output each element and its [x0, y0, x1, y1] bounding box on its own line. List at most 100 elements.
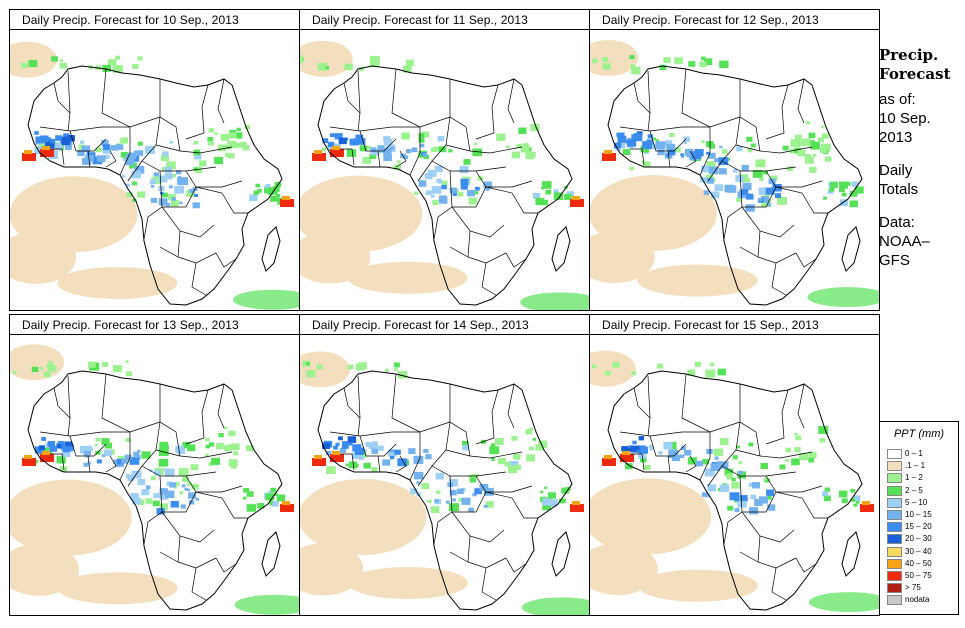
country-border: [630, 453, 645, 471]
precip-cell: [452, 498, 456, 502]
country-border: [143, 206, 163, 240]
precip-cell: [263, 188, 271, 194]
precip-cell: [819, 147, 828, 154]
precip-cell: [430, 194, 435, 198]
precip-cell: [434, 146, 441, 152]
country-border: [797, 383, 805, 429]
precip-cell: [164, 468, 175, 477]
precip-cell: [572, 196, 580, 200]
madagascar-outline: [841, 531, 861, 577]
precip-cell: [758, 187, 768, 195]
precip-cell: [460, 183, 468, 190]
precip-cell: [785, 459, 789, 462]
precip-cell: [449, 489, 457, 496]
precip-cell: [43, 371, 51, 378]
country-border: [159, 79, 181, 152]
precip-cell: [207, 140, 214, 146]
country-border: [449, 551, 469, 563]
forecast-panel-4: Daily Precip. Forecast for 13 Sep., 2013: [9, 314, 300, 616]
country-border: [505, 252, 527, 268]
precip-cell: [496, 133, 506, 141]
precip-cell: [338, 436, 343, 441]
precip-cell: [122, 155, 130, 161]
precip-cell: [821, 125, 825, 129]
precip-cell: [489, 446, 500, 455]
precip-cell: [627, 445, 633, 450]
precip-cell: [371, 448, 378, 454]
precip-cell: [218, 432, 224, 438]
precip-cell: [763, 193, 770, 199]
precip-cell: [133, 451, 140, 457]
precip-cell: [228, 132, 237, 139]
precip-cell: [182, 441, 191, 449]
precip-cell: [462, 444, 470, 451]
precip-cell: [352, 452, 361, 460]
heading-line-2: Forecast: [879, 65, 951, 83]
precip-cell: [349, 138, 359, 146]
rain-patches: [591, 361, 874, 515]
precip-cell: [636, 445, 646, 453]
precip-cell: [706, 151, 710, 155]
precip-cell: [540, 490, 544, 494]
precip-cell: [108, 59, 117, 66]
panel-title: Daily Precip. Forecast for 14 Sep., 2013: [300, 315, 589, 335]
country-border: [759, 146, 813, 154]
precip-cell: [535, 444, 544, 451]
precip-cell: [257, 503, 265, 509]
precip-cell: [61, 138, 71, 146]
precip-cell: [22, 153, 36, 161]
precip-cell: [711, 191, 720, 199]
legend-swatch: [887, 485, 902, 496]
country-border: [707, 421, 741, 487]
precip-cell: [434, 499, 439, 503]
legend: PPT (mm) 0 – 1 .1 – 1 1 – 2 2 – 5 5 – 10 10 –…: [879, 421, 959, 615]
precip-cell: [719, 484, 729, 492]
precip-cell: [314, 455, 322, 459]
precip-area: [300, 231, 371, 284]
precip-cell: [592, 58, 598, 64]
precip-cell: [389, 455, 395, 460]
forecast-panel-3: Daily Precip. Forecast for 12 Sep., 2013: [589, 9, 880, 311]
precip-cell: [145, 145, 156, 154]
precip-map: [590, 336, 879, 615]
precip-cell: [317, 63, 328, 71]
precip-cell: [276, 494, 286, 502]
precip-cell: [348, 461, 358, 469]
precip-cell: [194, 193, 198, 197]
country-border: [155, 144, 181, 152]
daily-label: Daily: [879, 162, 913, 179]
precip-cell: [631, 371, 637, 376]
country-border: [50, 453, 65, 471]
precip-map-svg: [590, 350, 879, 613]
precip-cell: [359, 455, 365, 460]
precip-area: [347, 566, 468, 599]
precip-cell: [158, 186, 165, 192]
precip-cell: [602, 63, 611, 70]
legend-item: 40 – 50: [887, 558, 955, 570]
precip-cell: [850, 190, 858, 197]
precip-cell: [159, 441, 169, 449]
precip-cell: [159, 503, 169, 511]
legend-item: .1 – 1: [887, 461, 955, 472]
precip-cell: [236, 127, 241, 132]
country-border: [340, 453, 355, 471]
precip-cell: [193, 141, 198, 145]
legend-swatch: [887, 522, 902, 533]
country-border: [105, 455, 117, 473]
precip-cell: [615, 146, 621, 151]
precip-cell: [425, 454, 432, 460]
country-border: [191, 567, 207, 601]
precip-cell: [823, 495, 831, 502]
precip-cell: [48, 365, 57, 372]
precip-cell: [829, 187, 835, 192]
precip-cell: [306, 370, 316, 378]
precip-cell: [192, 202, 200, 209]
precip-cell: [44, 140, 55, 149]
precip-cell: [418, 180, 427, 187]
dry-patches: [10, 344, 299, 615]
precip-cell: [765, 187, 775, 195]
precip-cell: [332, 451, 340, 455]
data-source-2: GFS: [879, 252, 910, 269]
country-border: [343, 82, 361, 132]
precip-cell: [766, 495, 772, 500]
